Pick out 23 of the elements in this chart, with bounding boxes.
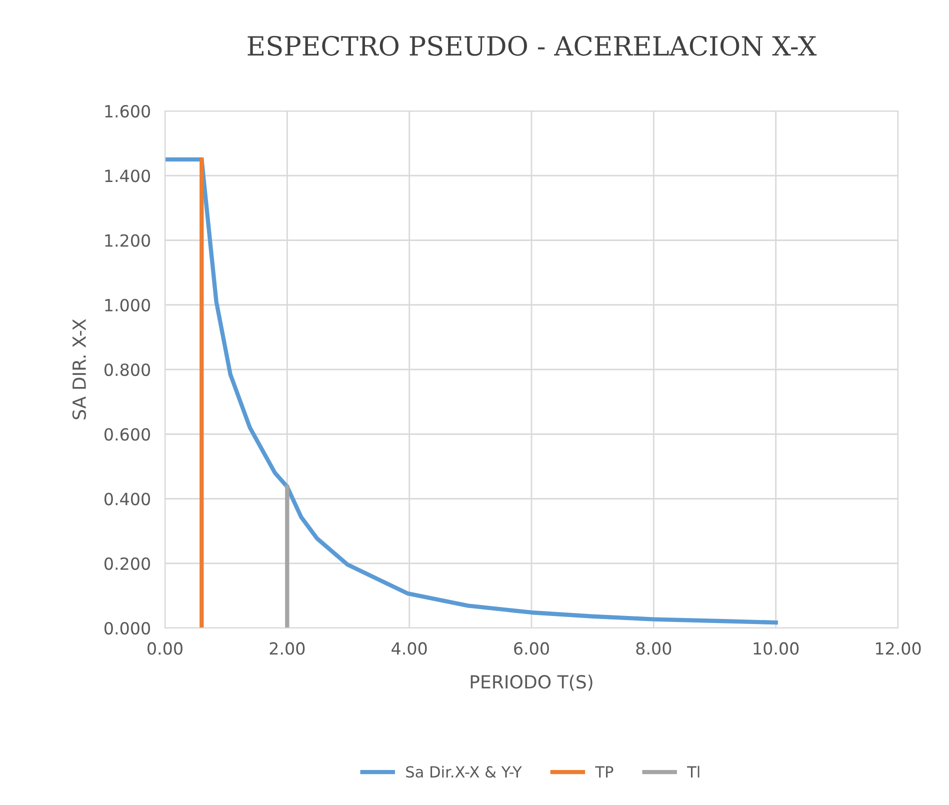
y-tick-label: 0.600 bbox=[104, 428, 150, 441]
y-axis-title: SA DIR. X-X bbox=[72, 319, 86, 420]
x-tick-label: 2.00 bbox=[270, 642, 305, 655]
y-tick-label: 0.400 bbox=[104, 492, 150, 506]
x-tick-label: 10.00 bbox=[754, 642, 799, 655]
legend-label: TP bbox=[595, 766, 614, 778]
x-tick-label: 4.00 bbox=[392, 642, 427, 655]
y-tick-label: 0.800 bbox=[104, 363, 150, 376]
line-series bbox=[165, 157, 778, 625]
y-tick-label: 1.400 bbox=[105, 170, 150, 182]
x-tick-label: 8.00 bbox=[636, 642, 672, 655]
y-tick-label: 1.200 bbox=[105, 234, 150, 247]
y-tick-label: 0.200 bbox=[104, 557, 150, 570]
chart-title: ESPECTRO PSEUDO - ACERELACION X-X bbox=[248, 36, 817, 56]
x-tick-label: 0.00 bbox=[148, 642, 182, 655]
x-tick-label: 12.00 bbox=[876, 642, 921, 655]
legend-label: Sa Dir.X-X & Y-Y bbox=[406, 766, 522, 778]
y-tick-label: 0.000 bbox=[104, 622, 150, 635]
y-tick-label: 1.000 bbox=[105, 298, 150, 312]
legend-label: Tl bbox=[687, 766, 700, 778]
x-tick-label: 6.00 bbox=[514, 642, 549, 655]
x-axis-title: PERIODO T(S) bbox=[470, 674, 592, 691]
y-tick-label: 1.600 bbox=[105, 104, 150, 118]
